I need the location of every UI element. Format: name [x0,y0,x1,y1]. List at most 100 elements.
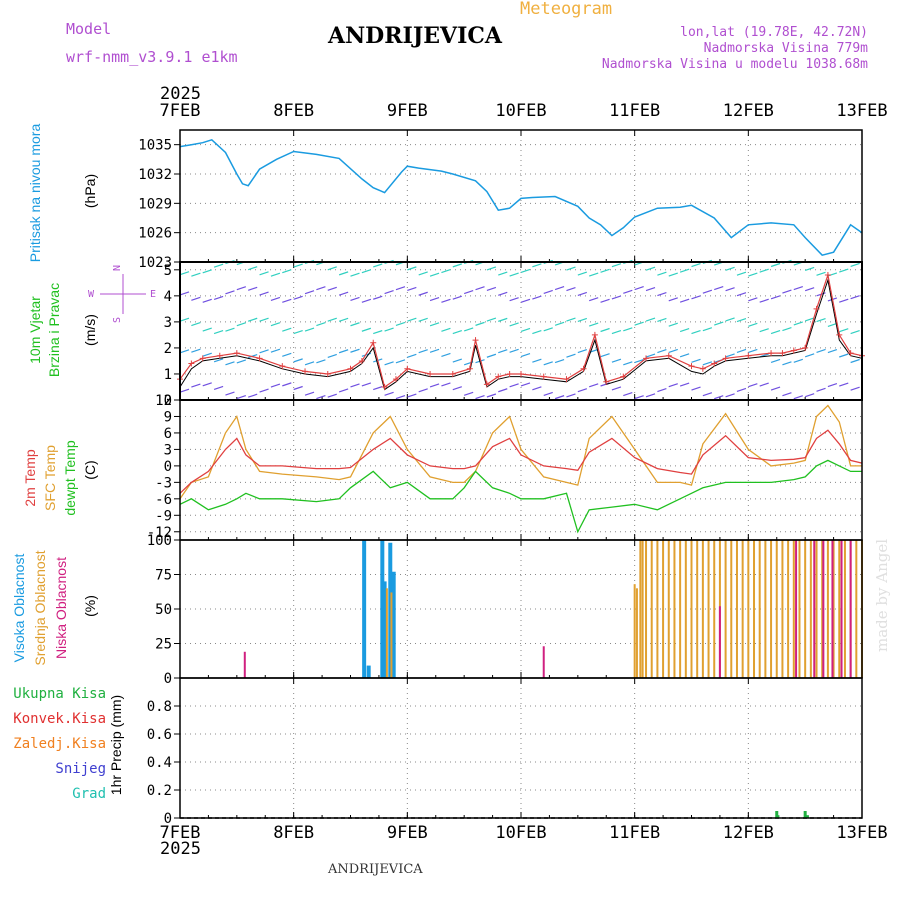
wind-arrow [293,263,303,268]
wind-gust-marker [699,365,706,372]
mid-cloud-bar [838,540,841,678]
mid-cloud-bar [747,540,750,678]
wind-arrow [350,348,360,353]
wind-gust-marker [233,350,240,357]
legend-frozen-precip: Zaledj.Kisa [13,736,106,752]
wind-arrow [452,263,462,268]
mid-cloud-bar [741,540,744,678]
wind-arrow [452,358,462,363]
wind-arrow [486,266,497,271]
wind-arrow [236,286,247,291]
wind-arrow [736,271,747,276]
wind-arrow [850,262,860,267]
temp2m-line [179,429,863,494]
wind-gust-marker [665,352,672,359]
high-cloud-bar [388,542,393,678]
date-label-bottom: 12FEB [723,823,774,843]
wind-arrow [179,388,190,393]
high-cloud-bar [380,540,385,678]
wind-arrow [839,328,849,333]
wind-arrow [702,327,713,332]
wind-arrow [543,391,553,397]
wind-arrow [338,317,349,322]
wind-arrow [418,291,428,296]
wind-arrow [316,395,326,400]
wind-gust-marker [802,344,809,351]
wind-arrow [827,348,838,354]
legend-graupel: Grad [72,786,106,802]
model-label: Model [66,20,112,38]
wind-arrow [236,394,247,400]
wind-arrow [748,322,758,327]
dewpoint-line [179,459,862,534]
wind-arrow [213,385,224,390]
ytick-label: 0 [164,671,172,687]
low-cloud-bar [840,540,843,678]
wind-arrow [532,386,542,391]
wind-arrow [213,263,224,268]
wind-arrow [213,295,224,301]
wind-arrow [338,291,349,296]
wind-arrow [361,327,372,332]
mid-cloud-bar [639,540,642,678]
wind-arrow [725,266,735,271]
wind-arrow [191,348,201,353]
wind-arrow [577,388,588,393]
ytick-label: 1035 [138,138,172,154]
wind-arrow [770,329,781,335]
wind-arrow [338,388,349,393]
date-label-top: 11FEB [609,101,660,121]
wind-arrow [498,317,508,322]
wind-arrow [759,382,769,387]
wind-arrow [623,327,633,332]
wind-arrow [270,272,281,277]
wind-arrow [418,349,428,354]
wind-arrow [248,354,258,359]
year-top: 2025 [160,84,201,104]
wind-gust-marker [256,355,263,362]
wind-arrow [645,353,656,358]
wind-arrow [350,322,360,327]
ytick-label: 75 [155,568,172,584]
wind-arrow [577,291,588,297]
wind-arrow [270,296,281,301]
date-label-top: 9FEB [387,101,428,121]
wind-gust-marker [483,381,490,388]
wind-arrow [679,382,690,387]
wind-arrow [407,353,417,358]
wind-arrow [736,348,747,354]
wind-arrow [395,286,406,291]
precip-bar [803,811,807,818]
wind-arrow [850,295,860,300]
precip-bar [805,815,809,818]
wind-arrow [759,298,769,303]
wind-arrow [293,330,303,335]
date-label-bottom: 7FEB [160,823,201,843]
wind-arrow [202,298,212,303]
wind-arrow [839,382,849,387]
wind-arrow [418,317,428,322]
wind-arrow [600,268,610,273]
ytick-label: 1029 [138,196,172,212]
mid-cloud-bar [667,540,670,678]
wind-arrow [452,295,462,300]
ytick-label: 0 [164,811,172,827]
mid-cloud-bar [656,540,659,678]
wind-arrow [225,391,235,396]
wind-arrow [657,387,667,393]
year-bottom: 2025 [160,839,201,859]
wind-arrow [429,322,440,327]
wind-arrow [554,395,565,400]
low-cloud-bar [831,540,834,678]
wind-arrow [668,348,678,353]
wind-arrow [850,329,860,335]
wind-arrow [350,296,360,302]
low-cloud-bar [849,540,852,678]
mid-cloud-bar [821,540,824,678]
wind-arrow [566,317,576,322]
wind-arrow [770,386,781,391]
wind-arrow [793,358,803,363]
wind-arrow [225,327,235,332]
wind-gust-marker [790,347,797,354]
ytick-label: -6 [155,492,172,508]
